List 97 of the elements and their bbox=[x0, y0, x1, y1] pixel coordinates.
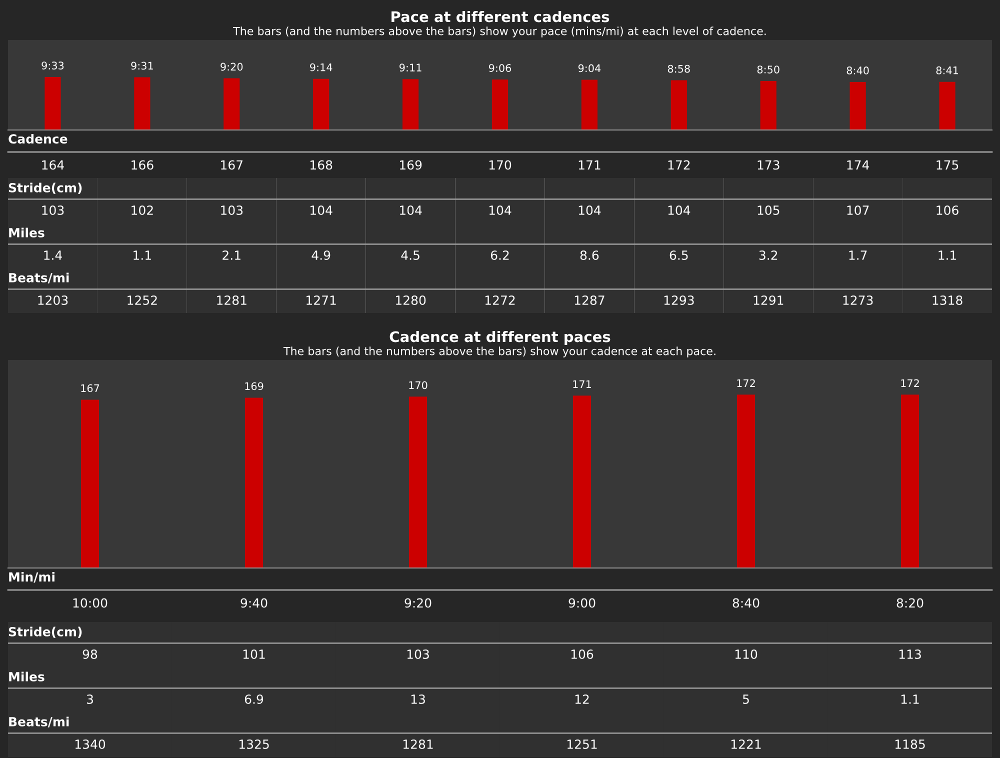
data-label: 98 bbox=[82, 649, 98, 659]
data-label: 5 bbox=[742, 694, 749, 704]
x-tick-label: 170 bbox=[489, 160, 512, 170]
x-tick-label: 9:40 bbox=[240, 598, 268, 608]
x-axis-title: Min/mi bbox=[9, 572, 54, 583]
data-label: 8:58 bbox=[668, 64, 690, 73]
chart-subtitle: The bars (and the numbers above the bars) show your cadence at each pace. bbox=[283, 346, 716, 358]
data-label: 6.9 bbox=[244, 694, 264, 704]
data-label: 6.2 bbox=[490, 250, 509, 260]
data-label: 1325 bbox=[239, 739, 269, 749]
data-label: 113 bbox=[899, 649, 921, 659]
chart-subtitle: The bars (and the numbers above the bars) show your pace (mins/mi) at each level of cadence. bbox=[233, 26, 766, 38]
data-label: 12 bbox=[575, 694, 589, 704]
data-label: 102 bbox=[132, 205, 153, 215]
y-tick-label: Beats/mi bbox=[9, 716, 69, 728]
y-tick-label: Miles bbox=[9, 228, 44, 238]
data-label: 9:11 bbox=[400, 64, 422, 72]
x-tick-label: 8:20 bbox=[896, 598, 924, 608]
data-label: 1280 bbox=[396, 295, 426, 305]
data-label: 1318 bbox=[932, 295, 962, 305]
data-label: 1.1 bbox=[938, 250, 956, 260]
data-label: 13 bbox=[411, 694, 425, 704]
data-label: 1293 bbox=[664, 295, 694, 305]
data-label: 106 bbox=[571, 649, 594, 659]
data-label: 9:31 bbox=[131, 62, 153, 70]
x-tick-label: 173 bbox=[758, 160, 780, 170]
data-label: 1273 bbox=[843, 295, 873, 305]
x-tick-label: 172 bbox=[668, 160, 690, 170]
x-tick-label: 174 bbox=[847, 160, 870, 170]
data-label: 103 bbox=[221, 205, 243, 215]
data-label: 104 bbox=[400, 205, 422, 215]
y-tick-label: Beats/mi bbox=[9, 272, 69, 284]
x-axis-title: Cadence bbox=[8, 134, 68, 144]
data-label: 172 bbox=[737, 379, 755, 387]
data-label: 6.5 bbox=[670, 250, 688, 260]
data-label: 9:06 bbox=[488, 64, 512, 72]
data-label: 172 bbox=[901, 379, 919, 387]
data-label: 1291 bbox=[754, 295, 784, 305]
chart-title: Cadence at different paces bbox=[390, 330, 610, 346]
data-label: 1.1 bbox=[134, 250, 151, 260]
data-label: 8:50 bbox=[757, 66, 780, 74]
data-label: 110 bbox=[735, 649, 758, 659]
data-label: 9:33 bbox=[42, 62, 64, 70]
x-tick-label: 171 bbox=[578, 160, 600, 170]
data-label: 1.4 bbox=[44, 250, 62, 260]
x-tick-label: 166 bbox=[132, 160, 154, 170]
data-label: 2.1 bbox=[222, 250, 240, 260]
data-label: 1271 bbox=[306, 295, 336, 305]
data-label: 101 bbox=[243, 649, 265, 659]
x-tick-label: 9:20 bbox=[404, 598, 432, 608]
x-tick-label: 164 bbox=[42, 160, 64, 170]
x-tick-label: 10:00 bbox=[73, 598, 108, 608]
data-label: 171 bbox=[573, 380, 591, 388]
y-tick-label: Miles bbox=[9, 672, 44, 682]
data-label: 103 bbox=[42, 205, 64, 215]
data-label: 1.7 bbox=[849, 250, 867, 260]
y-tick-label: Stride(cm) bbox=[8, 626, 82, 638]
data-label: 1221 bbox=[731, 739, 761, 749]
data-label: 1287 bbox=[574, 295, 604, 305]
data-label: 8:40 bbox=[846, 66, 869, 74]
data-label: 4.9 bbox=[312, 250, 330, 260]
data-label: 9:14 bbox=[310, 63, 332, 72]
data-label: 106 bbox=[936, 205, 958, 215]
x-tick-label: 168 bbox=[310, 160, 332, 170]
chart-title: Pace at different cadences bbox=[392, 10, 610, 22]
data-label: 170 bbox=[409, 381, 428, 390]
data-label: 104 bbox=[578, 205, 601, 215]
data-label: 105 bbox=[758, 205, 780, 215]
data-label: 3 bbox=[86, 694, 93, 704]
data-label: 9:20 bbox=[220, 62, 243, 71]
data-label: 103 bbox=[407, 649, 429, 659]
data-label: 104 bbox=[310, 205, 332, 215]
x-tick-label: 175 bbox=[936, 160, 958, 170]
data-label: 3.2 bbox=[759, 250, 778, 260]
data-label: 1185 bbox=[895, 739, 925, 749]
data-label: 1340 bbox=[75, 739, 106, 749]
data-label: 167 bbox=[81, 384, 100, 392]
data-label: 9:04 bbox=[578, 64, 601, 72]
data-label: 169 bbox=[245, 382, 264, 390]
data-label: 4.5 bbox=[401, 250, 420, 260]
x-tick-label: 9:00 bbox=[568, 598, 596, 608]
data-label: 1252 bbox=[128, 295, 157, 305]
x-tick-label: 8:40 bbox=[732, 598, 760, 608]
data-label: 104 bbox=[489, 205, 512, 215]
x-tick-label: 167 bbox=[221, 160, 242, 170]
data-label: 1281 bbox=[217, 295, 246, 305]
data-label: 1272 bbox=[485, 295, 515, 305]
data-label: 1.1 bbox=[901, 694, 919, 704]
data-label: 8.6 bbox=[580, 250, 599, 260]
y-tick-label: Stride(cm) bbox=[8, 182, 82, 194]
data-label: 1251 bbox=[567, 739, 597, 749]
data-label: 107 bbox=[847, 205, 869, 215]
x-tick-label: 169 bbox=[400, 160, 422, 170]
data-label: 1281 bbox=[403, 739, 433, 749]
data-label: 104 bbox=[668, 205, 690, 215]
data-label: 1203 bbox=[38, 295, 68, 305]
data-label: 8:41 bbox=[936, 66, 958, 74]
